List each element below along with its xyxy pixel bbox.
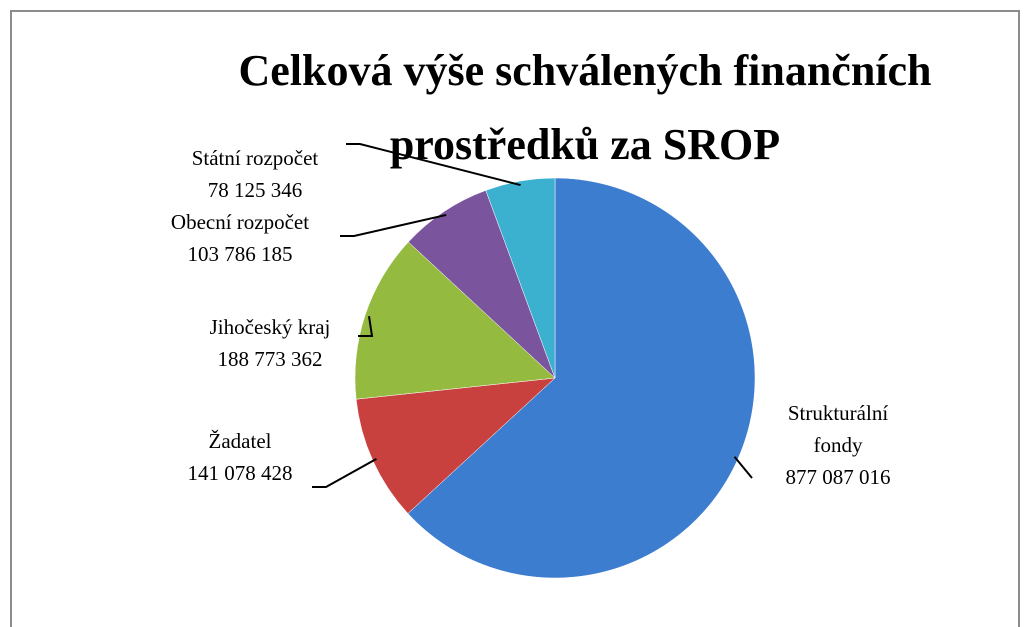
category-label: Žadatel <box>208 429 272 453</box>
category-label: Jihočeský kraj <box>209 315 331 339</box>
chart-frame <box>10 10 1020 627</box>
value-label: 78 125 346 <box>207 178 303 202</box>
pie-slice <box>407 177 756 579</box>
data-label: Obecní rozpočet 103 786 185 <box>150 206 330 270</box>
data-label: Jihočeský kraj 188 773 362 <box>185 311 355 375</box>
leader-line <box>312 457 377 488</box>
leader-line <box>346 143 521 187</box>
category-label: Strukturální fondy <box>787 401 889 457</box>
leader-line <box>358 316 374 337</box>
category-label: Obecní rozpočet <box>170 210 310 234</box>
data-label: Státní rozpočet 78 125 346 <box>165 142 345 206</box>
category-label: Státní rozpočet <box>191 146 319 170</box>
data-label: Žadatel 141 078 428 <box>170 425 310 489</box>
value-label: 141 078 428 <box>187 461 293 485</box>
value-label: 188 773 362 <box>217 347 323 371</box>
data-label: Strukturální fondy 877 087 016 <box>768 397 908 493</box>
pie-slice <box>354 241 556 400</box>
pie-slice <box>485 177 556 379</box>
leader-line <box>340 213 447 237</box>
chart-title: Celková výše schválených finančních pros… <box>238 46 932 169</box>
value-label: 877 087 016 <box>785 465 891 489</box>
value-label: 103 786 185 <box>187 242 293 266</box>
leader-line <box>733 456 753 479</box>
